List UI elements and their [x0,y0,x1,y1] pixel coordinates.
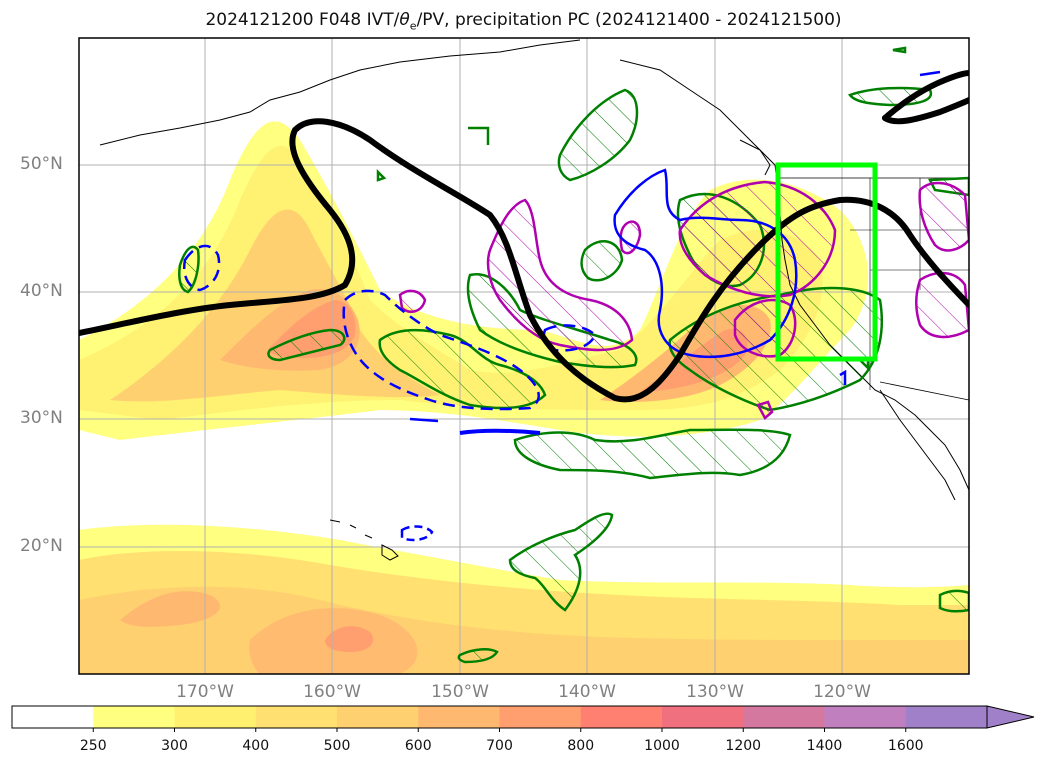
colorbar-tick-label: 1000 [644,738,680,754]
colorbar-segment [499,706,582,728]
colorbar-segment [824,706,907,728]
colorbar [11,705,1035,732]
colorbar-segment [662,706,744,728]
colorbar-segment [905,706,988,728]
lon-label-120w: 120°W [813,682,871,702]
bc-islands [739,139,771,176]
lat-label-40: 40°N [20,281,63,301]
lon-label-140w: 140°W [558,682,616,702]
ivt-south-800 [325,626,374,652]
green-contour-3 [557,88,639,182]
pv-contour [79,70,969,403]
lon-label-170w: 170°W [176,682,234,702]
green-contour-7 [513,428,792,480]
colorbar-tick-label: 300 [161,738,188,754]
colorbar-tick-label: 700 [486,738,513,754]
colorbar-tick-label: 1400 [806,738,843,754]
colorbar-segment [580,706,663,728]
colorbar-tick-label: 800 [567,738,595,754]
colorbar-tick-label: 1600 [887,738,924,754]
magenta-contour-7 [398,289,427,313]
blue-dashed-2 [183,244,221,292]
us-mex-border [879,381,969,401]
magenta-contour-4 [918,181,969,252]
lon-label-150w: 150°W [431,682,489,702]
magenta-contour-8 [756,400,774,420]
green-contour-11 [938,589,969,613]
blue-solid-5 [839,369,847,385]
blue-solid-1 [613,168,798,359]
green-small-contours [376,46,907,372]
hawaii-islands [329,519,399,561]
theta-e-contours [183,70,941,542]
alaska-coast [99,39,581,146]
colorbar-extend-arrow [986,705,1035,729]
colorbar-segment [743,706,825,728]
blue-solid-3 [409,417,439,423]
green-contour-10 [267,328,346,362]
magenta-contour-1 [486,198,634,352]
green-contour-8 [508,512,614,612]
baja-coast [879,389,956,501]
ivt-band-500 [110,209,440,402]
colorbar-tick-label: 500 [323,738,351,754]
green-contour-1 [378,328,547,410]
lon-label-160w: 160°W [303,682,361,702]
colorbar-segment [418,706,500,728]
green-contour-12 [457,648,499,664]
green-contour-4 [580,240,624,282]
blue-solid-2 [459,428,541,435]
ivt-south-700 [120,591,220,627]
blue-solid-4 [919,70,941,77]
map-area [79,38,969,674]
colorbar-tick-label: 600 [404,738,432,754]
colorbar-segment [255,706,338,728]
colorbar-segment [174,706,257,728]
lon-label-130w: 130°W [686,682,744,702]
blue-dashed-4 [400,525,434,542]
lat-label-20: 20°N [20,536,63,556]
pv-line-main [79,118,969,403]
colorbar-segment [93,706,175,728]
colorbar-segment [12,706,94,728]
state-borders [850,178,969,390]
blue-dashed-1 [342,289,540,411]
colorbar-segment [337,706,419,728]
lat-label-50: 50°N [20,154,63,174]
target-region-box [775,162,878,362]
pv-line-north [882,70,969,121]
pv-line-north2 [882,97,969,125]
map-frame [78,37,970,675]
colorbar-tick-label: 1200 [725,738,762,754]
blue-dashed-3 [542,324,597,352]
green-contour-9 [178,245,200,294]
map-title: 2024121200 F048 IVT/θe/PV, precipitation… [205,10,842,33]
colorbar-tick-label: 250 [79,738,107,754]
colorbar-tick-label: 400 [242,738,270,754]
magenta-contour-5 [915,271,969,339]
lat-label-30: 30°N [20,408,63,428]
